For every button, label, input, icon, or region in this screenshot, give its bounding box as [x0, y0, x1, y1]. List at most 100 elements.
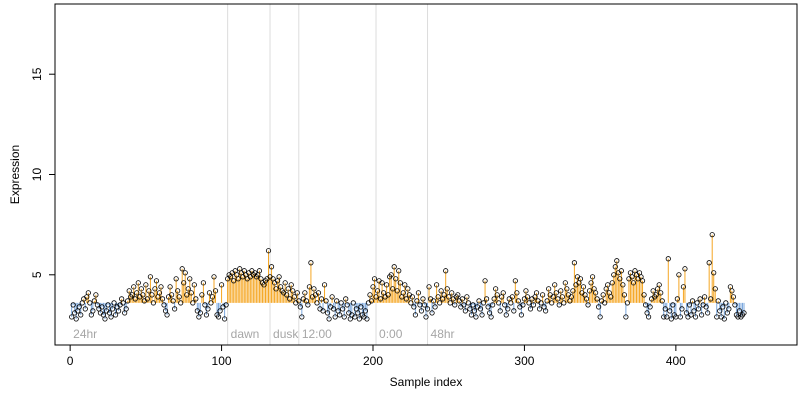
x-tick-label: 300	[514, 354, 534, 368]
data-point	[170, 298, 176, 304]
data-point	[490, 302, 496, 308]
data-point	[131, 284, 137, 290]
data-point	[175, 288, 181, 294]
data-point	[420, 296, 426, 302]
data-point	[708, 296, 714, 302]
data-point	[222, 316, 228, 322]
data-point	[732, 302, 738, 308]
data-point	[343, 296, 349, 302]
data-point	[703, 304, 709, 310]
data-point	[125, 298, 131, 304]
data-point	[689, 298, 696, 304]
data-point	[78, 312, 84, 318]
data-point	[614, 258, 620, 264]
data-point	[620, 282, 626, 288]
data-point	[164, 312, 170, 318]
data-point	[178, 300, 184, 306]
data-point	[592, 290, 599, 296]
data-point	[135, 280, 141, 286]
data-point	[629, 274, 635, 280]
data-point	[679, 306, 685, 312]
y-axis-label: Expression	[8, 145, 22, 204]
data-point	[555, 296, 561, 302]
data-point	[412, 312, 418, 318]
data-point	[479, 312, 485, 318]
data-point	[156, 290, 163, 296]
data-point	[414, 298, 420, 304]
data-point	[385, 292, 391, 298]
data-point	[670, 302, 676, 308]
data-point	[543, 308, 549, 314]
data-point	[514, 290, 520, 296]
data-point	[536, 306, 543, 312]
data-point	[650, 288, 656, 294]
data-point	[437, 300, 443, 306]
group-label: dawn	[231, 327, 260, 341]
data-point	[688, 312, 694, 318]
data-point	[409, 294, 415, 300]
data-point	[550, 294, 556, 300]
data-point	[524, 294, 531, 300]
data-point	[423, 314, 429, 320]
data-point	[662, 306, 668, 312]
x-tick-label: 200	[363, 354, 383, 368]
data-point	[706, 260, 712, 266]
data-point	[444, 286, 450, 292]
data-point	[561, 300, 567, 306]
data-point	[429, 310, 435, 316]
data-point	[411, 304, 417, 310]
data-point	[296, 298, 302, 304]
data-point	[494, 292, 500, 298]
data-point	[167, 284, 173, 290]
data-point	[138, 286, 144, 292]
data-point	[321, 282, 328, 288]
data-point	[384, 282, 390, 288]
data-point	[190, 300, 196, 306]
data-point	[217, 308, 223, 314]
x-axis: 0 100 200 300 400	[67, 345, 686, 368]
data-point	[697, 296, 703, 302]
data-point	[73, 316, 79, 322]
data-point	[158, 284, 164, 290]
data-point	[571, 260, 578, 266]
data-point	[356, 316, 362, 322]
x-axis-label: Sample index	[390, 375, 463, 389]
data-point	[273, 286, 279, 292]
data-point	[370, 284, 376, 290]
data-point	[656, 282, 662, 288]
data-point	[132, 296, 138, 302]
data-point	[511, 308, 517, 314]
data-point	[291, 294, 297, 300]
data-point	[424, 306, 431, 312]
y-tick-label: 5	[30, 271, 44, 278]
data-point	[120, 300, 126, 306]
data-point	[455, 292, 461, 298]
data-point	[611, 272, 617, 278]
data-point	[602, 300, 608, 306]
data-point	[193, 296, 199, 302]
data-point	[568, 294, 574, 300]
data-point	[202, 302, 208, 308]
group-label: dusk	[273, 327, 299, 341]
data-point	[302, 290, 308, 296]
data-point	[223, 302, 229, 308]
data-point	[438, 288, 444, 294]
data-point	[185, 286, 191, 292]
data-point	[161, 302, 167, 308]
data-point	[564, 286, 570, 292]
data-point	[553, 290, 559, 296]
data-point	[287, 296, 293, 302]
data-point	[523, 288, 529, 294]
data-point	[374, 288, 381, 294]
data-point	[181, 280, 187, 286]
data-point	[85, 290, 91, 296]
data-point	[109, 306, 116, 312]
data-point	[618, 268, 624, 274]
data-point	[546, 286, 552, 292]
data-point	[726, 306, 732, 312]
data-point	[191, 282, 197, 288]
data-point	[355, 310, 361, 316]
data-point	[403, 296, 409, 302]
data-point	[698, 312, 705, 318]
data-point	[642, 302, 649, 308]
